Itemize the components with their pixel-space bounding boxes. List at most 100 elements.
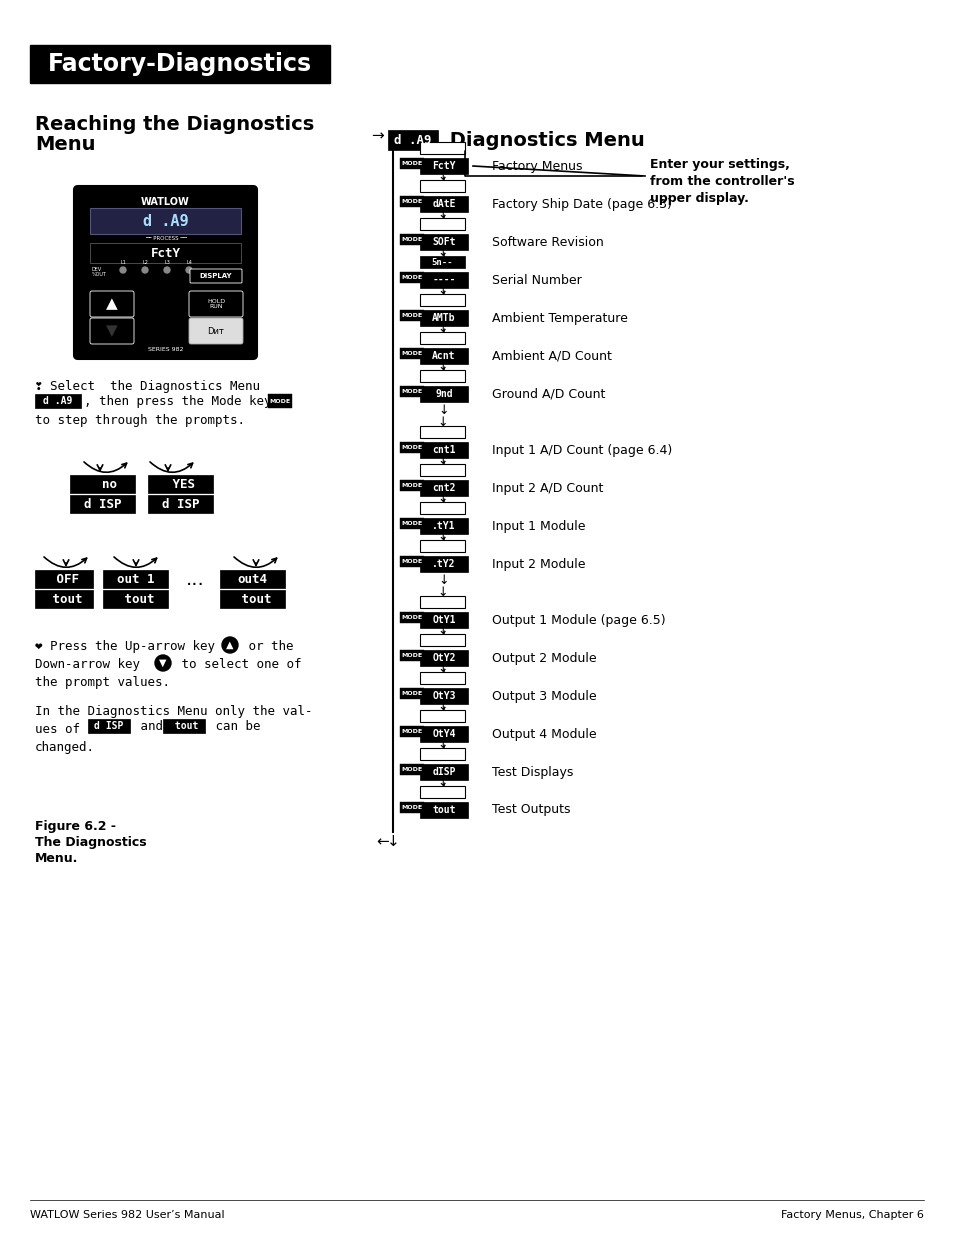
Text: In the Diagnostics Menu only the val-: In the Diagnostics Menu only the val- [35,705,313,718]
Text: ↓: ↓ [438,630,449,642]
Text: MODE: MODE [401,692,422,697]
FancyBboxPatch shape [419,442,468,458]
Text: L1: L1 [120,261,126,266]
Text: ↓: ↓ [436,737,447,751]
Text: tout: tout [45,593,83,605]
FancyBboxPatch shape [399,158,423,169]
Text: Diagnostics Menu: Diagnostics Menu [442,131,644,149]
Text: 5n--: 5n-- [432,258,453,267]
Text: MODE: MODE [401,275,422,280]
Text: ----: ---- [432,275,456,285]
Text: OFF: OFF [49,573,79,585]
Text: MODE: MODE [401,653,422,658]
FancyBboxPatch shape [419,556,468,572]
FancyBboxPatch shape [70,495,135,513]
Text: Factory Menus: Factory Menus [492,159,582,173]
FancyBboxPatch shape [90,291,133,317]
Text: dAtE: dAtE [432,199,456,209]
FancyBboxPatch shape [74,186,256,359]
FancyBboxPatch shape [220,590,285,608]
Text: ↓: ↓ [436,699,447,713]
Text: ...: ... [186,569,204,589]
Text: Menu: Menu [35,135,95,154]
FancyBboxPatch shape [399,387,423,396]
FancyBboxPatch shape [148,495,213,513]
Text: Input 1 A/D Count (page 6.4): Input 1 A/D Count (page 6.4) [492,443,672,457]
Text: Menu.: Menu. [35,852,78,864]
Text: MODE: MODE [401,805,422,810]
Text: ❤ Press the Up-arrow key: ❤ Press the Up-arrow key [35,640,214,653]
Text: Acnt: Acnt [432,351,456,361]
FancyBboxPatch shape [399,442,423,453]
Text: MODE: MODE [401,559,422,564]
FancyBboxPatch shape [399,613,423,622]
Text: ↓: ↓ [438,573,449,587]
Circle shape [164,267,170,273]
FancyBboxPatch shape [419,726,468,742]
FancyBboxPatch shape [163,719,205,734]
FancyArrowPatch shape [114,557,156,567]
FancyBboxPatch shape [419,180,464,191]
Text: ↓: ↓ [436,492,447,505]
Text: OtY1: OtY1 [432,615,456,625]
Text: WATLOW Series 982 User’s Manual: WATLOW Series 982 User’s Manual [30,1210,224,1220]
Text: ↓: ↓ [436,415,447,429]
Text: ↓: ↓ [438,289,449,303]
FancyBboxPatch shape [419,233,468,249]
FancyBboxPatch shape [399,196,423,207]
Text: MODE: MODE [401,199,422,204]
Text: HOLD
RUN: HOLD RUN [207,299,225,310]
FancyBboxPatch shape [399,480,423,492]
Text: Ambient Temperature: Ambient Temperature [492,311,627,325]
FancyBboxPatch shape [419,256,464,268]
Text: can be: can be [208,720,260,732]
Text: WATLOW: WATLOW [141,198,190,207]
Text: 9nd: 9nd [435,389,453,399]
FancyBboxPatch shape [399,517,423,529]
FancyBboxPatch shape [399,688,423,699]
Text: tout: tout [432,805,456,815]
Text: ↓: ↓ [438,366,449,378]
Text: tout: tout [233,593,271,605]
Text: MODE: MODE [401,483,422,488]
FancyBboxPatch shape [419,802,468,818]
Text: Test Outputs: Test Outputs [492,804,570,816]
Circle shape [142,267,148,273]
Text: Output 4 Module: Output 4 Module [492,727,596,741]
Text: d ISP: d ISP [94,721,124,731]
FancyBboxPatch shape [419,310,468,326]
Text: Ground A/D Count: Ground A/D Count [492,388,605,400]
Text: Figure 6.2 -: Figure 6.2 - [35,820,116,832]
Text: d .A9: d .A9 [143,214,188,228]
Text: MODE: MODE [401,521,422,526]
Text: ↑: ↑ [386,136,399,151]
FancyBboxPatch shape [419,332,464,345]
Text: YES: YES [165,478,195,490]
FancyBboxPatch shape [399,310,423,321]
FancyBboxPatch shape [419,142,464,154]
Text: MODE: MODE [401,615,422,620]
Text: tout: tout [169,721,198,731]
FancyBboxPatch shape [419,634,464,646]
Text: MODE: MODE [401,729,422,734]
FancyBboxPatch shape [419,480,468,496]
Text: ↓: ↓ [438,705,449,719]
Text: ↓: ↓ [436,585,447,599]
FancyBboxPatch shape [419,501,464,514]
Text: ↓: ↓ [438,327,449,341]
Text: tout: tout [116,593,154,605]
Text: Output 2 Module: Output 2 Module [492,652,596,664]
Text: ↓: ↓ [438,175,449,189]
Text: L2: L2 [142,261,148,266]
Text: Input 2 A/D Count: Input 2 A/D Count [492,482,602,494]
Text: or the: or the [241,640,294,653]
FancyBboxPatch shape [419,370,464,382]
Text: ▼: ▼ [159,658,167,668]
Text: ↓: ↓ [436,169,447,183]
Text: ↓: ↓ [436,321,447,335]
Text: Ambient A/D Count: Ambient A/D Count [492,350,611,363]
Text: out 1: out 1 [116,573,154,585]
Text: OtY2: OtY2 [432,653,456,663]
FancyArrowPatch shape [84,462,127,472]
Text: MODE: MODE [401,161,422,165]
